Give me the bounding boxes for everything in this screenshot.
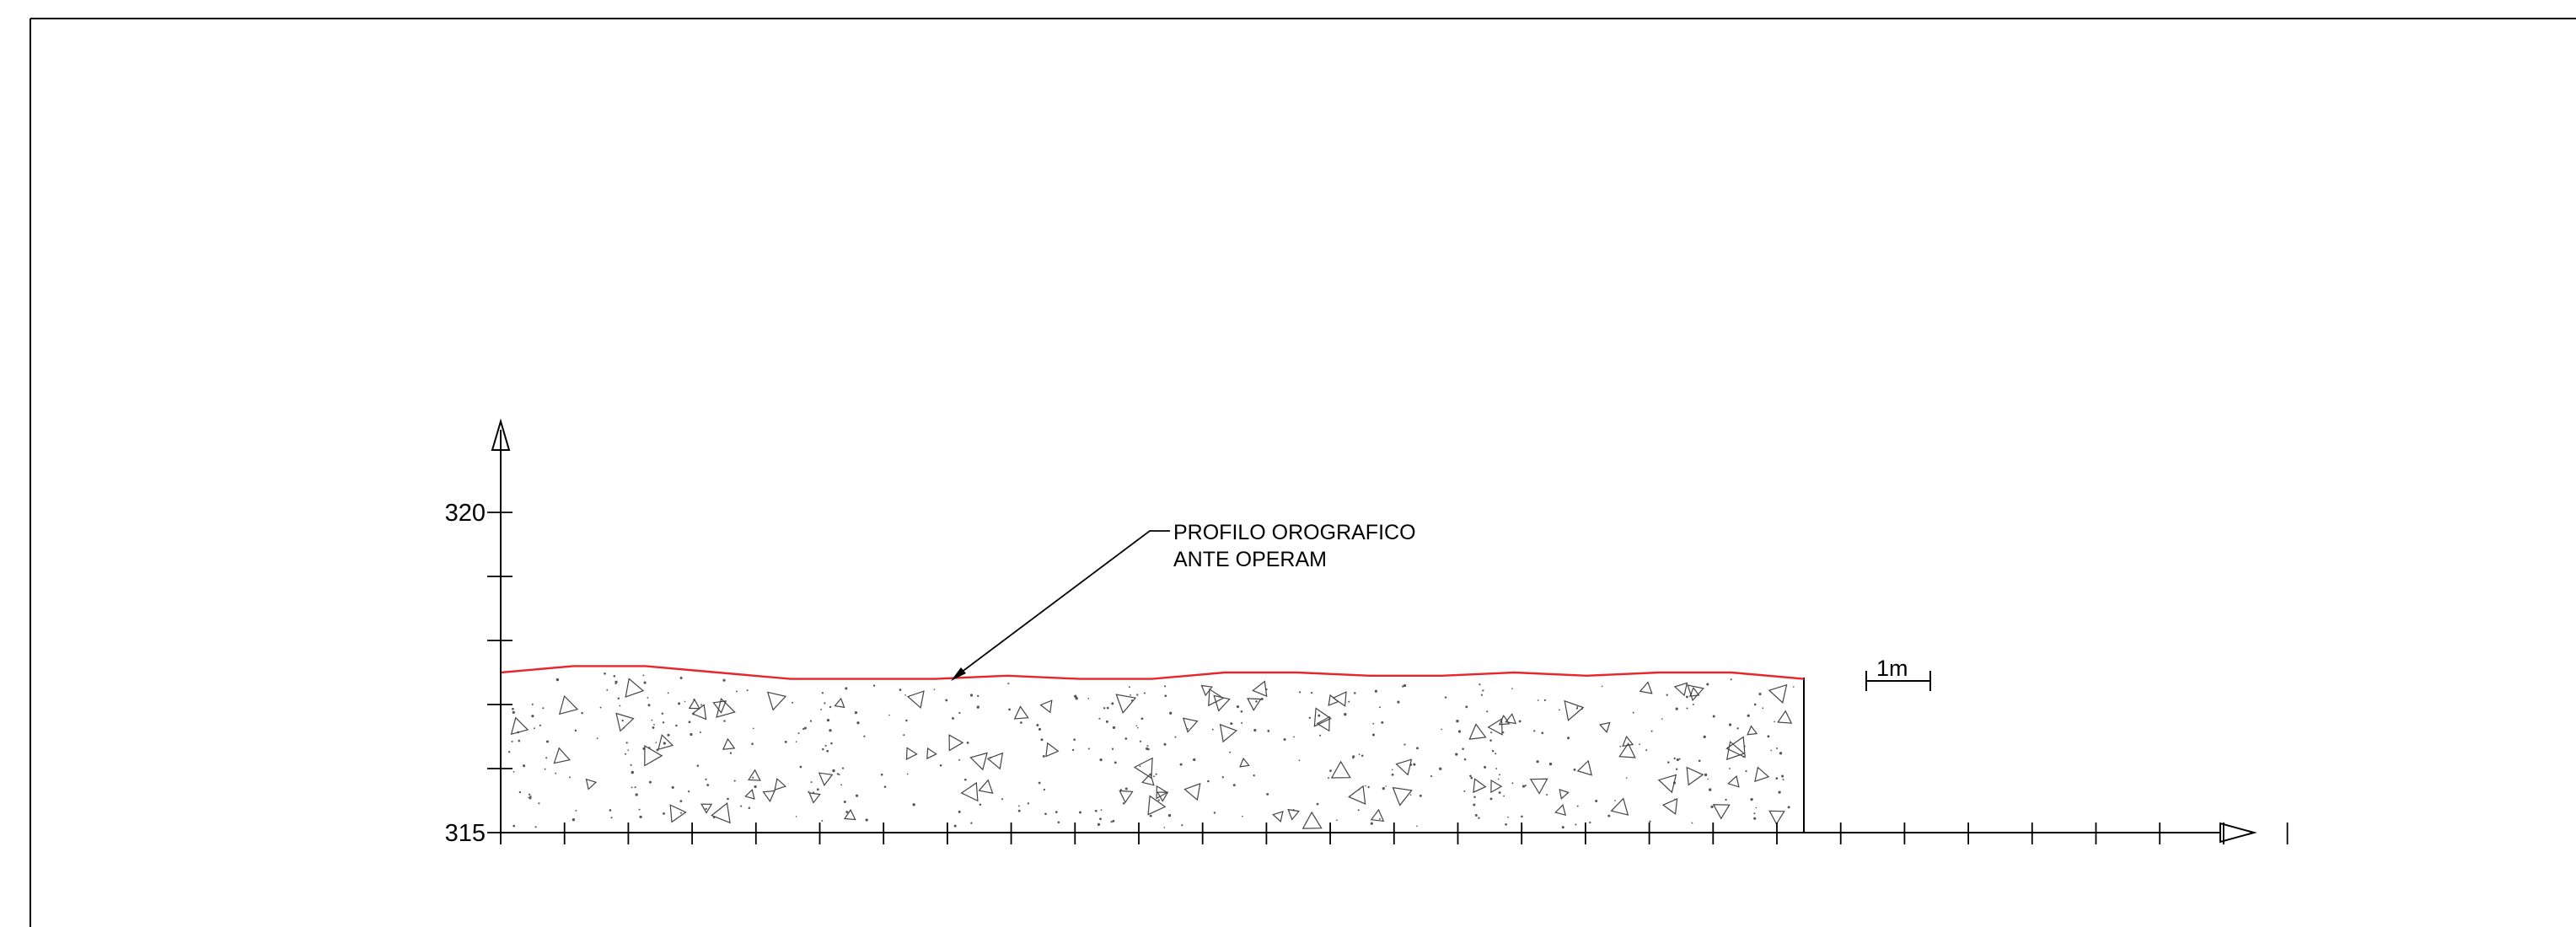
- y-axis-arrow-icon: [491, 418, 511, 451]
- annotation-text-line2: ANTE OPERAM: [1173, 548, 1327, 571]
- y-label-320: 320: [445, 500, 486, 527]
- scale-bar-label: 1m: [1876, 656, 1908, 681]
- soil-fill-pattern: [507, 672, 1795, 829]
- y-axis-ticks: [487, 512, 513, 833]
- annotation-text-line1: PROFILO OROGRAFICO: [1173, 521, 1416, 544]
- ground-profile-line: [500, 665, 1805, 680]
- y-label-315: 315: [445, 820, 486, 847]
- leader-arrow-icon: [951, 667, 966, 681]
- annotation-leader-line: [953, 530, 1170, 678]
- x-axis-ticks: [500, 823, 2289, 844]
- x-axis-arrow-icon: [2219, 822, 2257, 844]
- scale-bar: [1865, 671, 1931, 691]
